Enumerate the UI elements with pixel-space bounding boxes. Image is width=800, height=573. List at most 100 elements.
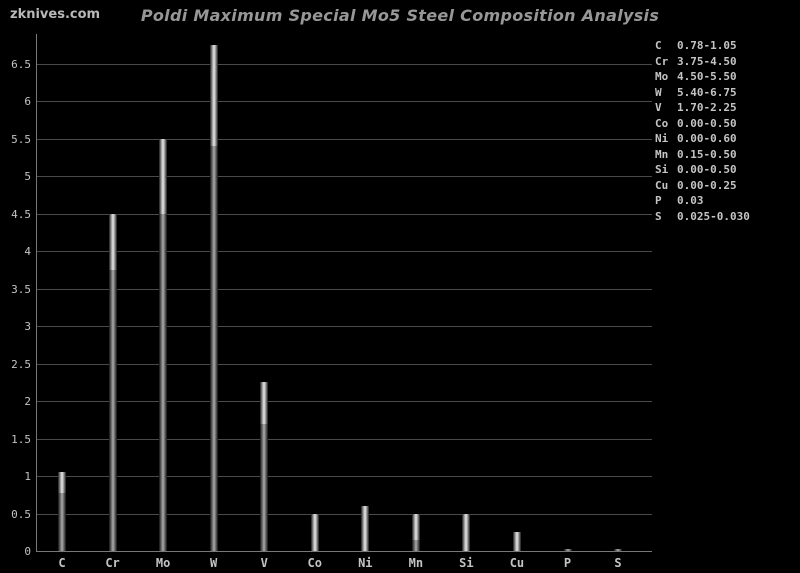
bar-range-Mo <box>159 138 168 214</box>
gridline <box>36 288 652 290</box>
legend-range: 0.00-0.50 <box>677 116 737 130</box>
x-axis-label-Cu: Cu <box>509 556 525 570</box>
y-tick-label: 4.5 <box>11 207 31 221</box>
y-tick-label: 2 <box>24 395 31 408</box>
gridline <box>36 326 652 327</box>
y-tick-label: 6 <box>24 95 31 108</box>
gridline <box>36 138 652 140</box>
gridline <box>36 101 652 102</box>
legend-symbol: V <box>655 101 662 114</box>
bar-range-C <box>58 472 66 493</box>
legend-row-V: V 1.70-2.25 <box>655 100 750 116</box>
x-axis-label-V: V <box>260 556 268 570</box>
legend-row-P: P 0.03 <box>655 193 750 209</box>
x-axis-line <box>36 551 652 552</box>
y-tick-label: 4 <box>24 245 31 258</box>
legend-range: 5.40-6.75 <box>677 85 737 99</box>
y-tick-label: 1.5 <box>11 432 31 446</box>
y-tick-label: 5 <box>24 170 31 183</box>
bar-range-V <box>260 382 269 424</box>
legend-range: 0.025-0.030 <box>677 209 750 223</box>
bar-base-Mo <box>159 213 168 551</box>
gridline <box>36 363 652 365</box>
legend-range: 0.15-0.50 <box>677 147 737 161</box>
legend-range: 0.00-0.50 <box>677 163 737 176</box>
x-axis-label-C: C <box>58 556 66 570</box>
bar-range-Co <box>310 513 319 551</box>
x-axis-label-W: W <box>210 556 218 570</box>
x-axis-label-Mn: Mn <box>408 556 424 570</box>
legend-row-Si: Si 0.00-0.50 <box>655 162 750 178</box>
y-tick-label: 3 <box>24 320 31 333</box>
x-axis-label-Co: Co <box>307 556 322 570</box>
legend-row-Mo: Mo 4.50-5.50 <box>655 69 750 85</box>
bar-base-S <box>614 549 623 551</box>
chart-title: Poldi Maximum Special Mo5 Steel Composit… <box>140 6 660 25</box>
legend-symbol: Co <box>655 116 669 130</box>
legend-symbol: Ni <box>655 132 669 145</box>
gridline <box>36 63 652 65</box>
x-axis-label-Si: Si <box>459 556 474 570</box>
gridline <box>36 438 652 440</box>
legend-range: 1.70-2.25 <box>677 101 737 114</box>
bar-base-C <box>58 492 66 551</box>
y-tick-label: 3.5 <box>11 282 31 296</box>
gridline <box>36 213 652 215</box>
gridline <box>36 251 652 252</box>
x-axis-label-Cr: Cr <box>105 556 120 570</box>
legend-row-Ni: Ni 0.00-0.60 <box>655 131 750 147</box>
y-tick-label: 5.5 <box>11 132 31 146</box>
x-axis-label-S: S <box>614 556 622 570</box>
bar-base-Mn <box>411 539 420 551</box>
bar-base-P <box>563 548 572 551</box>
gridline <box>36 476 652 477</box>
bar-base-V <box>260 423 269 551</box>
bar-range-Cu <box>512 532 521 551</box>
legend-range: 0.78-1.05 <box>677 39 737 52</box>
legend-symbol: Mo <box>655 70 669 83</box>
y-tick-label: 0 <box>24 545 31 558</box>
legend-symbol: Mn <box>655 147 669 161</box>
legend-symbol: C <box>655 39 662 52</box>
legend-range: 0.00-0.60 <box>677 132 737 145</box>
y-axis-line <box>36 34 37 552</box>
y-tick-label: 2.5 <box>11 357 31 371</box>
legend-symbol: Si <box>655 163 669 176</box>
bar-range-Ni <box>361 506 370 551</box>
y-tick-label: 6.5 <box>11 57 31 71</box>
gridline <box>36 513 652 515</box>
y-tick-label: 1 <box>24 470 31 483</box>
legend-row-Cr: Cr 3.75-4.50 <box>655 54 750 70</box>
watermark: zknives.com <box>10 7 101 22</box>
legend-range: 0.03 <box>677 194 704 207</box>
legend: C 0.78-1.05 Cr 3.75-4.50 Mo 4.50-5.50 W 5.40-6.… <box>655 38 750 224</box>
x-axis-label-Mo: Mo <box>155 556 171 570</box>
y-tick-label: 0.5 <box>11 507 31 521</box>
bar-range-Si <box>462 513 471 551</box>
legend-range: 0.00-0.25 <box>677 178 737 192</box>
legend-row-C: C 0.78-1.05 <box>655 38 750 54</box>
bar-base-W <box>209 146 218 551</box>
legend-symbol: Cu <box>655 178 669 192</box>
bar-range-Mn <box>411 513 420 540</box>
legend-symbol: Cr <box>655 54 669 68</box>
gridline <box>36 401 652 402</box>
bar-range-Cr <box>108 213 117 270</box>
legend-symbol: P <box>655 194 662 207</box>
legend-row-Cu: Cu 0.00-0.25 <box>655 178 750 194</box>
gridline <box>36 176 652 177</box>
legend-row-Mn: Mn 0.15-0.50 <box>655 147 750 163</box>
bar-base-Cr <box>108 269 117 551</box>
legend-row-W: W 5.40-6.75 <box>655 85 750 101</box>
legend-symbol: S <box>655 209 662 223</box>
legend-row-Co: Co 0.00-0.50 <box>655 116 750 132</box>
legend-row-S: S 0.025-0.030 <box>655 209 750 225</box>
legend-symbol: W <box>655 85 662 99</box>
bar-range-W <box>209 44 218 146</box>
legend-range: 4.50-5.50 <box>677 70 737 83</box>
legend-range: 3.75-4.50 <box>677 54 737 68</box>
x-axis-label-Ni: Ni <box>358 556 373 570</box>
x-axis-label-P: P <box>563 556 572 570</box>
